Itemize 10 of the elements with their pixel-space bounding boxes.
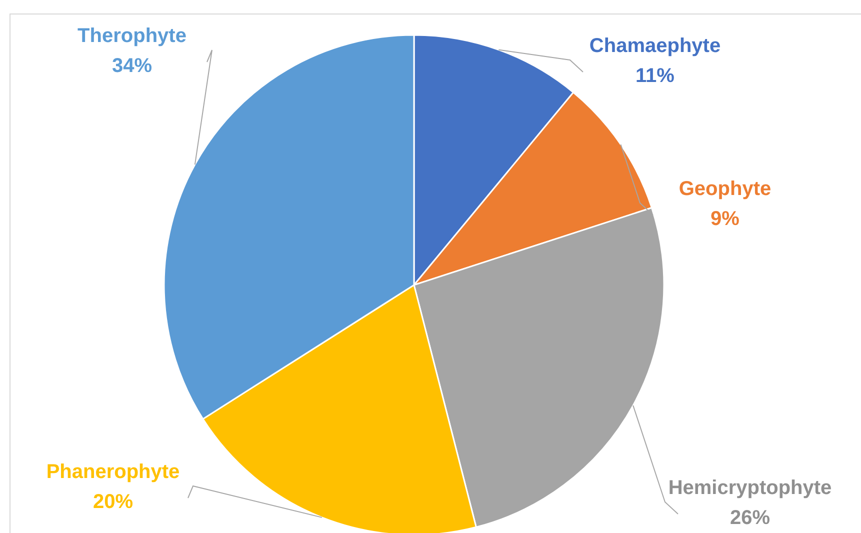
slice-label: Hemicryptophyte	[668, 477, 832, 499]
slice-label: Geophyte	[678, 178, 772, 200]
data-label: 11%	[636, 65, 675, 87]
data-label: 20%	[92, 491, 134, 513]
slice-label: Therophyte	[78, 25, 186, 47]
data-label: 34%	[112, 55, 152, 77]
data-label: 26%	[730, 507, 770, 529]
slice-label: Chamaephyte	[589, 35, 721, 57]
data-label: 9%	[710, 208, 740, 230]
slice-label: Phanerophyte	[46, 461, 180, 483]
